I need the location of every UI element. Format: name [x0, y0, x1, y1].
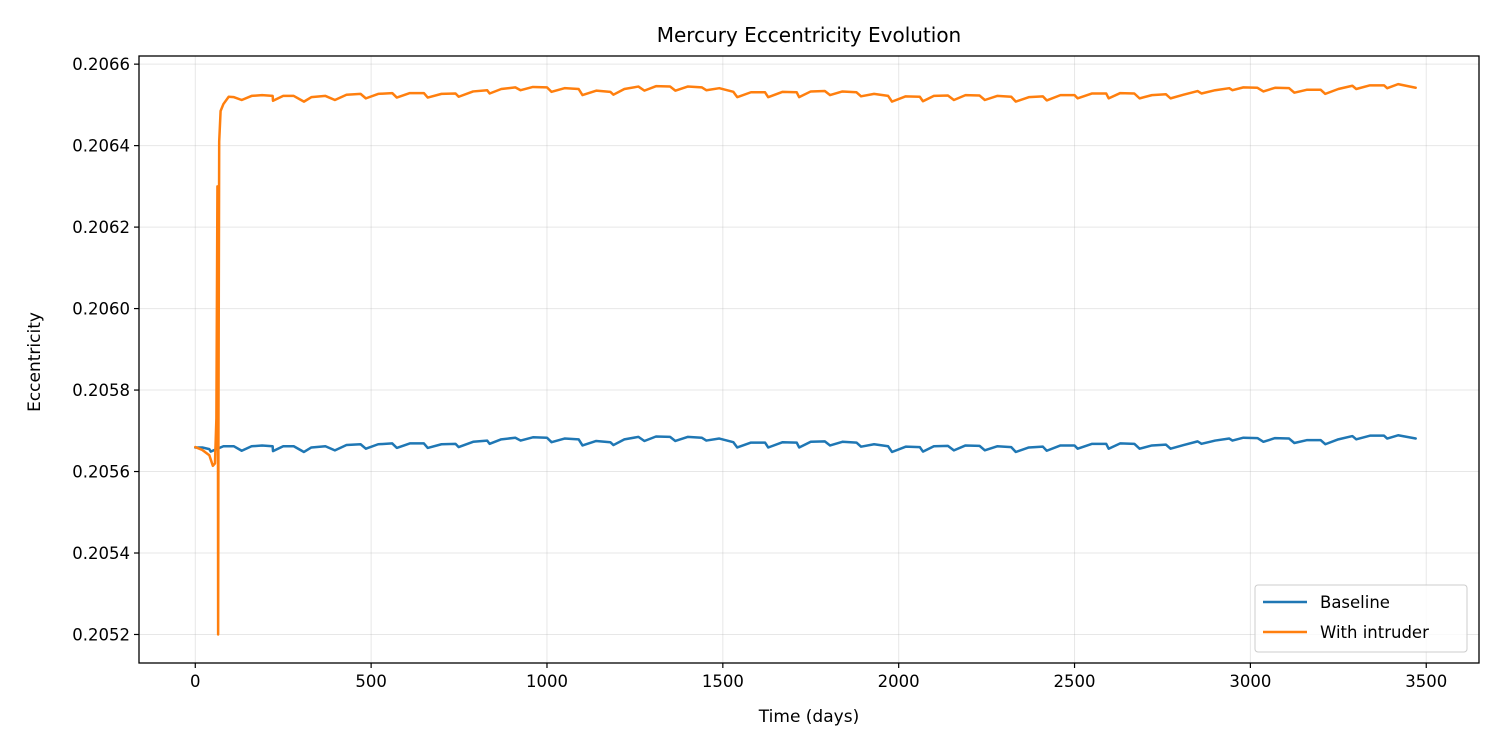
legend-label-with-intruder: With intruder	[1320, 623, 1429, 642]
plot-frame	[138, 55, 1480, 664]
legend-label-baseline: Baseline	[1320, 593, 1390, 612]
y-tick-label: 0.2060	[72, 300, 130, 319]
x-tick-label: 0	[190, 672, 201, 691]
x-tick-label: 2500	[1054, 672, 1096, 691]
y-tick-label: 0.2056	[72, 463, 130, 482]
y-tick-label: 0.2062	[72, 218, 130, 237]
grid	[139, 56, 1479, 663]
y-tick-label: 0.2066	[72, 55, 130, 74]
chart-title: Mercury Eccentricity Evolution	[657, 23, 962, 47]
x-tick-label: 3000	[1229, 672, 1271, 691]
x-tick-label: 1000	[526, 672, 568, 691]
series-line-with-intruder	[194, 82, 1417, 636]
series-line-baseline	[194, 434, 1417, 454]
y-axis: 0.2052 0.2054 0.2056 0.2058 0.2060 0.2062 0.20…	[72, 55, 139, 644]
y-axis-label: Eccentricity	[25, 312, 45, 412]
series-layer	[194, 82, 1417, 636]
legend: Baseline With intruder	[1254, 584, 1468, 653]
x-tick-label: 2000	[878, 672, 920, 691]
x-tick-label: 3500	[1405, 672, 1447, 691]
x-axis: 0 500 1000 1500 2000 2500 3000 3500	[190, 663, 1447, 691]
y-tick-label: 0.2058	[72, 381, 130, 400]
legend-box	[1254, 584, 1468, 653]
x-tick-label: 500	[355, 672, 387, 691]
y-tick-label: 0.2054	[72, 544, 130, 563]
y-tick-label: 0.2052	[72, 625, 130, 644]
x-tick-label: 1500	[702, 672, 744, 691]
y-tick-label: 0.2064	[72, 137, 130, 156]
x-axis-label: Time (days)	[758, 707, 859, 727]
